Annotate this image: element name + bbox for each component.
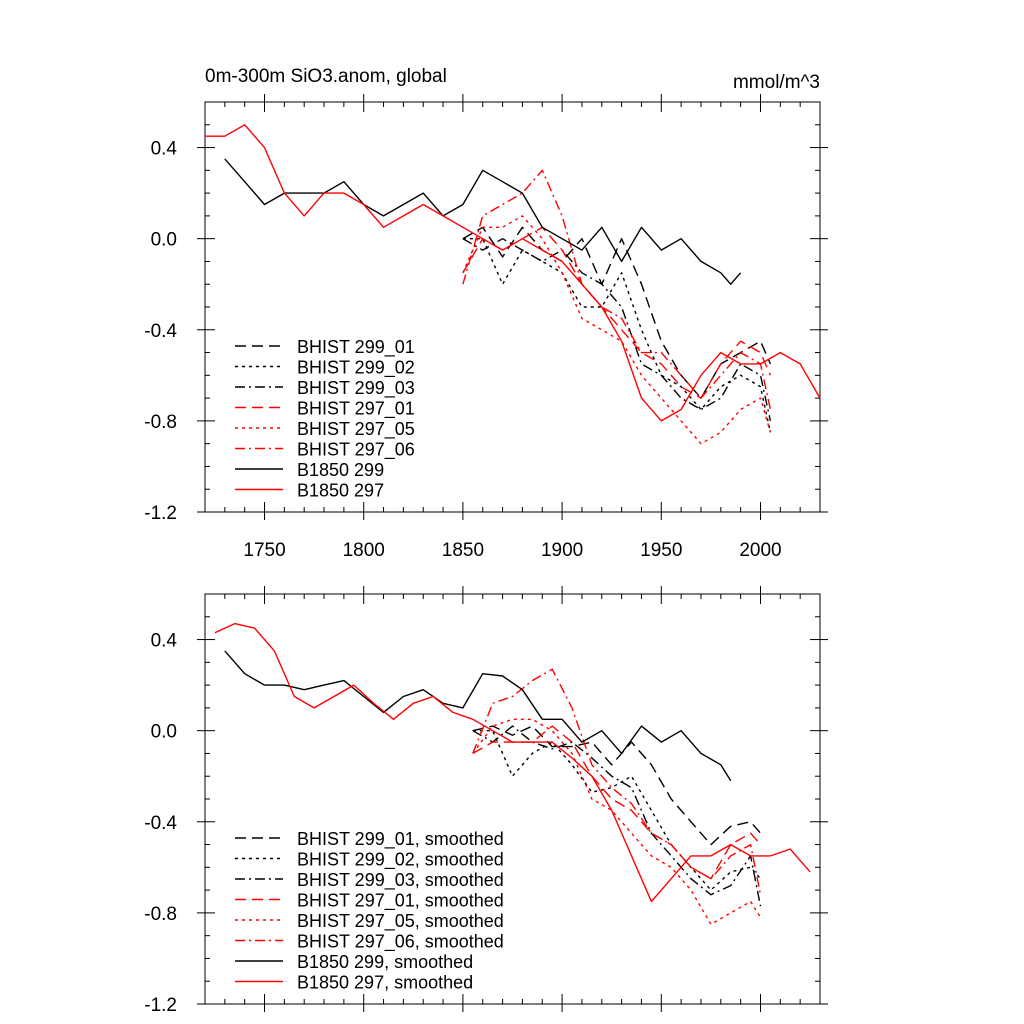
panel-2-y-tick-label: -1.2 xyxy=(144,995,177,1016)
panel-1-series-line-7 xyxy=(224,158,742,285)
panel-2-series-line-6 xyxy=(472,668,762,895)
panel-2-series-line-4 xyxy=(472,725,762,880)
panel-2-series-line-5 xyxy=(472,718,762,925)
panel-2-series-line-3 xyxy=(472,725,762,907)
panel-1-legend-label-2: BHIST 299_02 xyxy=(297,358,415,379)
panel-1-series-line-5 xyxy=(462,215,772,445)
panel-2-legend-label-3: BHIST 299_03, smoothed xyxy=(297,870,504,891)
panel-2-legend-label-1: BHIST 299_01, smoothed xyxy=(297,829,504,850)
panel-2-legend-label-2: BHIST 299_02, smoothed xyxy=(297,850,504,871)
panel-1-y-tick-label: -0.4 xyxy=(144,321,177,342)
panel-1-x-tick-label: 1900 xyxy=(541,540,583,561)
panel-2-y-tick-label: 0.0 xyxy=(151,722,177,743)
panel-1-legend-label-5: BHIST 297_05 xyxy=(297,419,415,440)
panel-1-x-tick-label: 1750 xyxy=(243,540,285,561)
panel-1-chart-title: 0m-300m SiO3.anom, global xyxy=(205,66,447,87)
panel-2-series-line-2 xyxy=(472,730,762,891)
panel-1-series-line-8 xyxy=(205,124,821,422)
panel-1-x-tick-label: 1950 xyxy=(640,540,682,561)
panel-2-legend-label-4: BHIST 297_01, smoothed xyxy=(297,891,504,912)
panel-1-legend-label-7: B1850 299 xyxy=(297,460,384,480)
panel-1-y-tick-label: -0.8 xyxy=(144,412,177,433)
panel-2-series-line-8 xyxy=(214,622,811,903)
panel-1-legend-label-3: BHIST 299_03 xyxy=(297,378,415,399)
panel-1-legend-label-8: B1850 297 xyxy=(297,481,384,501)
panel-1-x-tick-label: 2000 xyxy=(739,540,781,561)
panel-1-units-label: mmol/m^3 xyxy=(733,72,820,93)
panel-2-series-line-7 xyxy=(224,650,732,782)
panel-2-legend-label-6: BHIST 297_06, smoothed xyxy=(297,932,504,953)
panel-1-series-line-1 xyxy=(462,226,772,399)
panel-2-legend-label-8: B1850 297, smoothed xyxy=(297,973,473,993)
panel-2-y-tick-label: -0.8 xyxy=(144,904,177,925)
panel-2-legend-label-7: B1850 299, smoothed xyxy=(297,952,473,972)
panel-1-legend-label-4: BHIST 297_01 xyxy=(297,399,415,420)
panel-1-legend-label-6: BHIST 297_06 xyxy=(297,440,415,461)
panel-2-y-tick-label: 0.4 xyxy=(151,631,178,652)
panel-1-y-tick-label: -1.2 xyxy=(144,503,177,524)
panel-1-x-tick-label: 1800 xyxy=(343,540,385,561)
panel-1-series-line-6 xyxy=(462,169,772,410)
panel-2-y-tick-label: -0.4 xyxy=(144,813,177,834)
panel-1-series-line-3 xyxy=(462,237,772,422)
panel-1-y-tick-label: 0.4 xyxy=(151,139,178,160)
panel-1-y-tick-label: 0.0 xyxy=(151,230,177,251)
panel-1-series-line-2 xyxy=(462,237,772,433)
panel-2-legend-label-5: BHIST 297_05, smoothed xyxy=(297,911,504,932)
panel-1-legend-label-1: BHIST 299_01 xyxy=(297,337,415,358)
panel-1-x-tick-label: 1850 xyxy=(442,540,484,561)
